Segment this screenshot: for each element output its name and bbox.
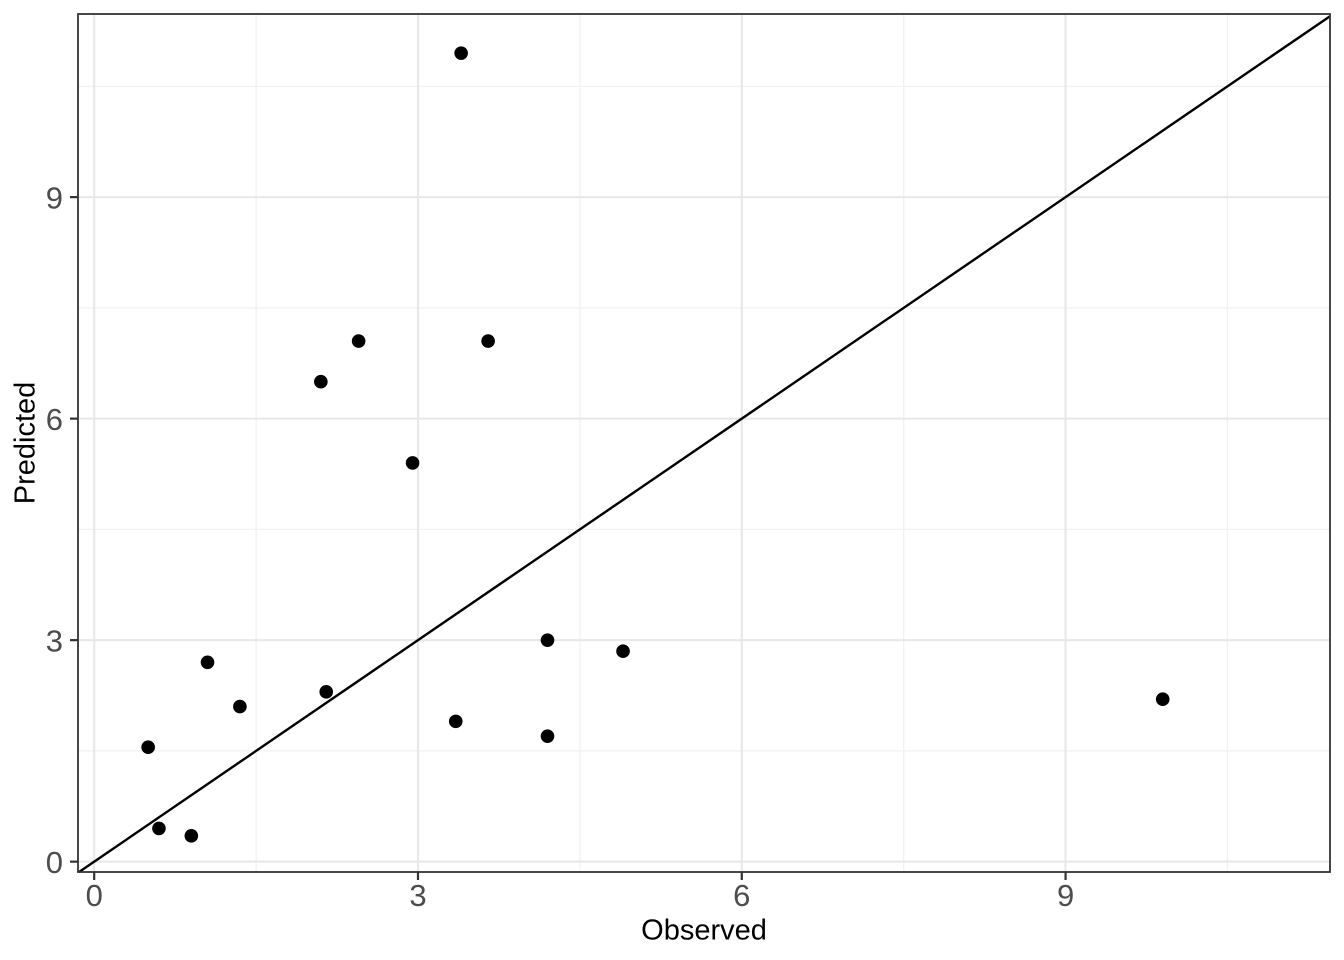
data-point	[616, 644, 630, 659]
data-point	[184, 829, 199, 843]
identity-line	[78, 15, 1331, 873]
data-point	[1155, 692, 1170, 707]
y-axis-title: Predicted	[9, 381, 42, 505]
data-point	[540, 633, 555, 647]
y-tick-label: 9	[46, 180, 63, 215]
x-tick-label: 6	[733, 878, 750, 913]
x-axis-title: Observed	[641, 914, 767, 947]
y-tick-label: 0	[46, 845, 63, 880]
data-point	[141, 740, 155, 755]
y-tick-label: 6	[46, 402, 63, 437]
x-tick-label: 0	[86, 878, 103, 913]
x-tick-label: 3	[409, 878, 426, 913]
panel-border	[77, 13, 1331, 873]
data-point	[540, 729, 555, 743]
data-point	[448, 714, 463, 729]
x-tick-label: 9	[1057, 878, 1074, 913]
y-tick-label: 3	[46, 623, 63, 658]
data-point	[152, 821, 166, 836]
data-point	[405, 456, 420, 470]
data-point	[314, 374, 328, 389]
data-point	[454, 46, 468, 60]
data-point	[351, 334, 366, 348]
data-point	[200, 655, 215, 670]
data-point	[481, 334, 495, 348]
data-point	[233, 699, 247, 714]
data-point	[319, 685, 334, 699]
